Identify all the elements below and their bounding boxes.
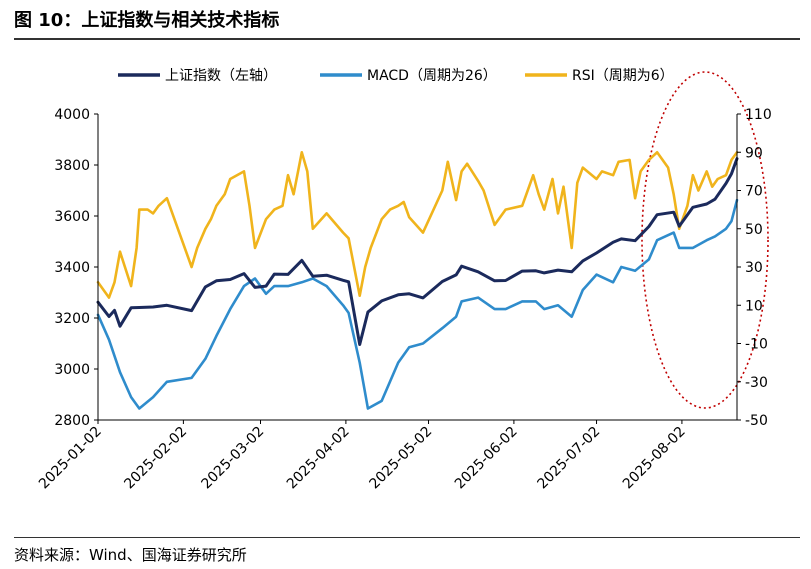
title-rule [14,38,800,40]
x-tick-label: 2025-06-02 [452,424,521,493]
series-layer [96,151,739,410]
legend-label-0: 上证指数（左轴） [165,68,277,84]
right-tick-label: 110 [745,107,772,123]
source-rule [14,537,800,538]
right-tick-label: 30 [745,260,763,276]
series-line-2 [96,151,739,299]
highlight-layer [641,71,769,409]
figure-title: 图 10：上证指数与相关技术指标 [14,10,280,31]
right-tick-label: 70 [745,184,763,200]
left-tick-label: 3400 [54,260,90,276]
left-tick-label: 3600 [54,209,90,225]
x-tick-label: 2025-07-02 [535,424,604,493]
right-tick-label: -30 [745,375,768,391]
left-tick-label: 4000 [54,107,90,123]
x-tick-label: 2025-02-02 [121,424,190,493]
series-line-0 [96,157,739,346]
left-tick-label: 3000 [54,362,90,378]
x-tick-label: 2025-08-02 [620,424,689,493]
x-tick-label: 2025-04-02 [284,424,353,493]
left-tick-label: 3800 [54,158,90,174]
right-tick-label: 90 [745,145,763,161]
x-tick-label: 2025-03-02 [198,424,267,493]
right-tick-label: -10 [745,337,768,353]
left-tick-label: 3200 [54,311,90,327]
series-line-1 [96,198,739,410]
legend: 上证指数（左轴） MACD（周期为26） RSI（周期为6） [118,68,674,84]
legend-label-1: MACD（周期为26） [367,68,497,84]
source-note: 资料来源：Wind、国海证券研究所 [14,546,247,564]
x-tick-label: 2025-05-02 [366,424,435,493]
right-tick-label: 50 [745,222,763,238]
x-tick-label: 2025-01-02 [36,424,105,493]
right-tick-label: -50 [745,413,768,429]
axis-layer: 2800 3000 3200 3400 3600 3800 4000 -50 -30 -10 10 3… [36,107,772,492]
right-tick-label: 10 [745,298,763,314]
left-tick-label: 2800 [54,413,90,429]
highlight-ellipse [641,71,769,409]
legend-label-2: RSI（周期为6） [572,68,674,84]
